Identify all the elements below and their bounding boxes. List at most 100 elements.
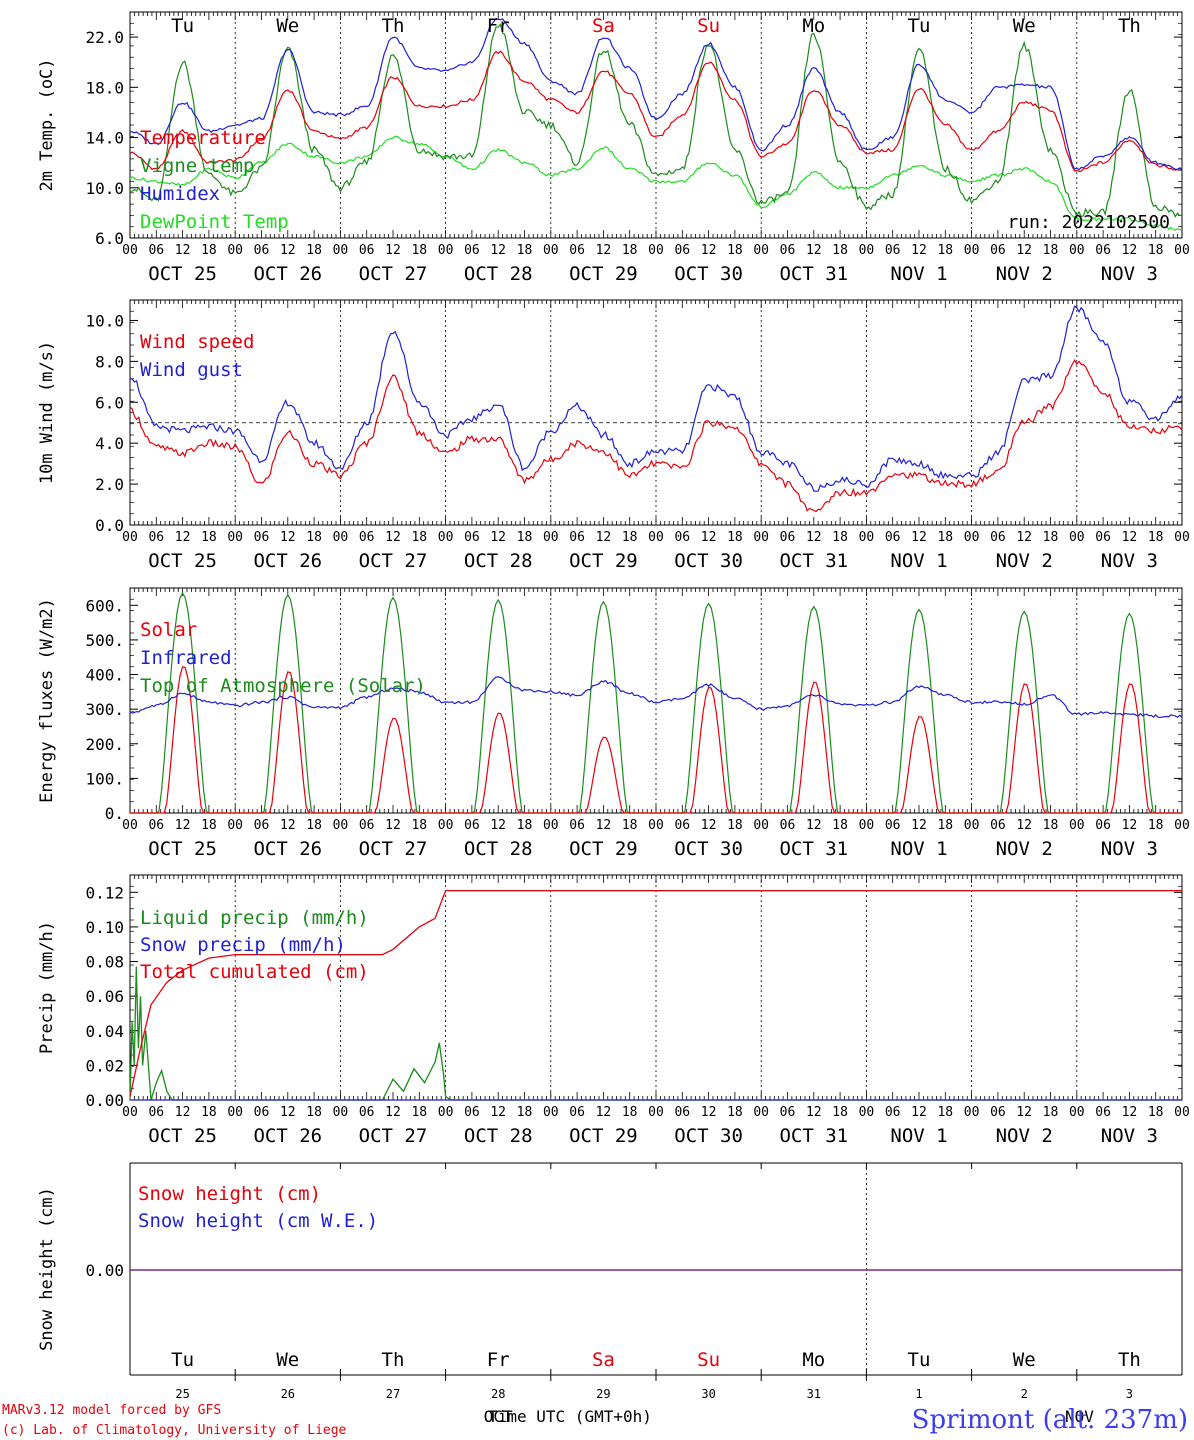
- weekday-label: Fr: [487, 15, 510, 37]
- precip-panel: 0.00 0.02 0.04 0.06 0.08 0.10 0.12 Precip (mm/h…: [37, 874, 1190, 1147]
- hour-tick-label: 00: [859, 243, 875, 258]
- y-tick-label: 0.00: [85, 1261, 124, 1280]
- weekday-label: Tu: [171, 15, 194, 37]
- hour-tick-label: 12: [280, 818, 296, 833]
- weekday-label: Su: [697, 15, 720, 37]
- month-label: OCT: [484, 1407, 513, 1426]
- hour-tick-label: 06: [674, 1105, 690, 1120]
- hour-tick-label: 06: [990, 1105, 1006, 1120]
- hour-tick-label: 00: [227, 1105, 243, 1120]
- legend-entry: Top of Atmosphere (Solar): [140, 675, 426, 697]
- hour-tick-label: 06: [885, 530, 901, 545]
- hour-tick-label: 00: [648, 530, 664, 545]
- hour-tick-label: 06: [674, 818, 690, 833]
- y-tick-label: 4.0: [95, 434, 124, 453]
- hour-tick-label: 12: [596, 1105, 612, 1120]
- hour-tick-label: 06: [148, 818, 164, 833]
- legend-entry: DewPoint Temp: [140, 211, 289, 233]
- hour-tick-label: 00: [648, 818, 664, 833]
- hour-tick-label: 06: [780, 1105, 796, 1120]
- series-line-lightgreen: [129, 135, 1183, 231]
- hour-tick-label: 00: [543, 530, 559, 545]
- series-line-red: [129, 889, 1182, 1097]
- date-label: OCT 26: [253, 838, 322, 860]
- hour-tick-label: 12: [1016, 243, 1032, 258]
- weekday-label: Sa: [592, 15, 615, 37]
- legend-entry: Solar: [140, 619, 197, 641]
- y-tick-label: 200.: [85, 735, 124, 754]
- date-label: NOV 2: [996, 263, 1053, 285]
- hour-tick-label: 12: [175, 530, 191, 545]
- date-label: OCT 30: [674, 1125, 743, 1147]
- hour-tick-label: 12: [490, 530, 506, 545]
- legend-entry: Total cumulated (cm): [140, 961, 369, 983]
- hour-tick-label: 06: [569, 1105, 585, 1120]
- y-tick-label: 0.08: [85, 953, 124, 972]
- series-line-red: [129, 358, 1183, 513]
- hour-tick-label: 12: [596, 243, 612, 258]
- hour-tick-label: 00: [964, 818, 980, 833]
- wind-panel: 0.0 2.0 4.0 6.0 8.0 10.0 10m Wind (m/s) 00 06 12 1…: [37, 299, 1190, 572]
- hour-tick-label: 06: [359, 243, 375, 258]
- date-label: NOV 3: [1101, 1125, 1158, 1147]
- hour-tick-label: 18: [1043, 1105, 1059, 1120]
- hour-tick-label: 00: [227, 530, 243, 545]
- hour-tick-label: 12: [701, 530, 717, 545]
- hour-tick-label: 18: [832, 1105, 848, 1120]
- day-number: 26: [281, 1387, 295, 1401]
- hour-tick-label: 12: [701, 1105, 717, 1120]
- hour-tick-label: 06: [359, 530, 375, 545]
- hour-tick-label: 06: [1095, 818, 1111, 833]
- date-label: OCT 29: [569, 550, 638, 572]
- hour-tick-label: 18: [622, 818, 638, 833]
- day-number: 29: [596, 1387, 610, 1401]
- hour-tick-label: 00: [122, 243, 138, 258]
- hour-tick-label: 12: [280, 1105, 296, 1120]
- weekday-label: We: [1013, 15, 1036, 37]
- date-label: OCT 28: [464, 263, 533, 285]
- hour-tick-label: 18: [517, 530, 533, 545]
- hour-tick-label: 18: [517, 818, 533, 833]
- hour-tick-label: 06: [885, 818, 901, 833]
- hour-tick-label: 00: [543, 1105, 559, 1120]
- y-axis-label: 10m Wind (m/s): [37, 341, 57, 484]
- date-label: OCT 28: [464, 550, 533, 572]
- hour-tick-label: 18: [832, 243, 848, 258]
- hour-tick-label: 00: [1174, 1105, 1190, 1120]
- hour-tick-label: 12: [385, 530, 401, 545]
- hour-tick-label: 18: [411, 1105, 427, 1120]
- hour-tick-label: 18: [306, 243, 322, 258]
- y-tick-label: 10.0: [85, 179, 124, 198]
- hour-tick-label: 12: [385, 1105, 401, 1120]
- date-label: OCT 25: [148, 838, 217, 860]
- y-tick-label: 8.0: [95, 352, 124, 371]
- hour-tick-label: 06: [359, 1105, 375, 1120]
- hour-tick-label: 12: [280, 243, 296, 258]
- weekday-label: Su: [697, 1349, 720, 1371]
- hour-tick-label: 12: [596, 818, 612, 833]
- hour-tick-label: 18: [411, 530, 427, 545]
- hour-tick-label: 12: [175, 818, 191, 833]
- date-label: NOV 1: [890, 838, 947, 860]
- date-label: OCT 27: [359, 550, 428, 572]
- hour-tick-label: 18: [622, 1105, 638, 1120]
- hour-tick-label: 00: [227, 243, 243, 258]
- hour-tick-label: 06: [885, 243, 901, 258]
- hour-tick-label: 18: [306, 530, 322, 545]
- date-label: OCT 27: [359, 263, 428, 285]
- date-label: OCT 29: [569, 838, 638, 860]
- weekday-label: Th: [382, 15, 405, 37]
- weekday-label: Mo: [802, 15, 825, 37]
- series-line-green: [129, 23, 1183, 218]
- hour-tick-label: 18: [832, 818, 848, 833]
- legend-entry: Snow height (cm W.E.): [138, 1210, 378, 1232]
- hour-tick-label: 18: [937, 530, 953, 545]
- y-axis-label: Snow height (cm): [37, 1187, 57, 1351]
- snow-height-panel: 0.00 Snow height (cm) Snow height (cm) Snow…: [37, 1162, 1183, 1426]
- hour-tick-label: 00: [1069, 818, 1085, 833]
- hour-tick-label: 18: [517, 243, 533, 258]
- weekday-label: Fr: [487, 1349, 510, 1371]
- hour-tick-label: 06: [359, 818, 375, 833]
- hour-tick-label: 00: [438, 1105, 454, 1120]
- hour-tick-label: 00: [648, 243, 664, 258]
